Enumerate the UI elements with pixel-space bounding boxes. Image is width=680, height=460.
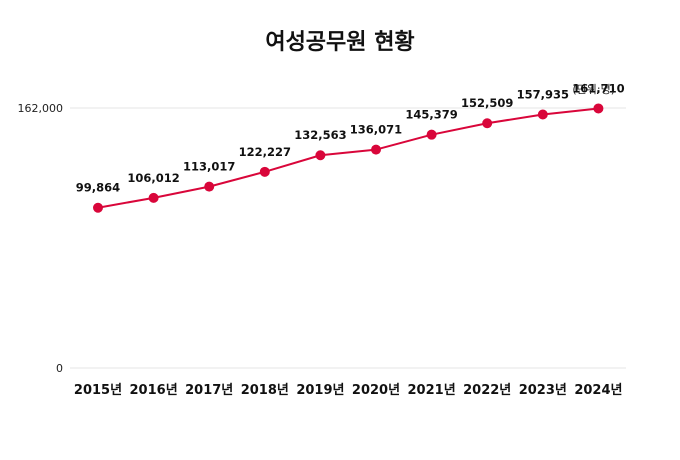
- chart-title: 여성공무원 현황: [265, 30, 414, 55]
- data-label: 145,379: [405, 108, 457, 122]
- data-point: [204, 181, 215, 192]
- data-label: 122,227: [239, 145, 291, 159]
- data-point: [148, 192, 159, 203]
- data-point: [482, 118, 493, 129]
- y-tick-label: 162,000: [18, 102, 64, 115]
- data-point: [93, 202, 103, 213]
- data-label: 161,710: [572, 81, 624, 95]
- x-tick-label: 2018년: [241, 383, 289, 398]
- data-points: [93, 103, 604, 213]
- x-axis-ticks: 2015년 2016년 2017년 2018년 2019년 2020년 2021년 2022년…: [74, 383, 623, 398]
- x-tick-label: 2020년: [352, 383, 400, 398]
- data-point: [371, 144, 381, 155]
- data-point: [426, 129, 437, 140]
- x-tick-label: 2017년: [185, 383, 233, 398]
- y-axis-ticks: 0 162,000: [18, 102, 64, 375]
- series-line-group: [97, 107, 599, 209]
- data-point: [537, 109, 548, 120]
- y-tick-label: 0: [56, 362, 63, 375]
- unit-label: (단위:명): [572, 83, 615, 96]
- data-label: 106,012: [127, 171, 179, 185]
- x-tick-label: 2024년: [574, 383, 622, 398]
- data-label: 99,864: [76, 181, 120, 195]
- x-tick-label: 2021년: [408, 383, 456, 398]
- x-tick-label: 2023년: [519, 383, 567, 398]
- data-point: [315, 150, 326, 161]
- series-line: [97, 107, 599, 209]
- x-tick-label: 2022년: [463, 383, 511, 398]
- gridlines: [70, 107, 626, 369]
- x-tick-label: 2015년: [74, 383, 122, 398]
- data-label: 113,017: [183, 160, 235, 174]
- data-label: 136,071: [350, 123, 402, 137]
- x-tick-label: 2016년: [130, 383, 178, 398]
- data-point: [593, 103, 604, 114]
- data-label: 132,563: [294, 128, 346, 142]
- data-label: 157,935: [517, 88, 569, 102]
- data-point: [259, 166, 270, 177]
- x-tick-label: 2019년: [296, 383, 344, 398]
- data-label: 152,509: [461, 96, 513, 110]
